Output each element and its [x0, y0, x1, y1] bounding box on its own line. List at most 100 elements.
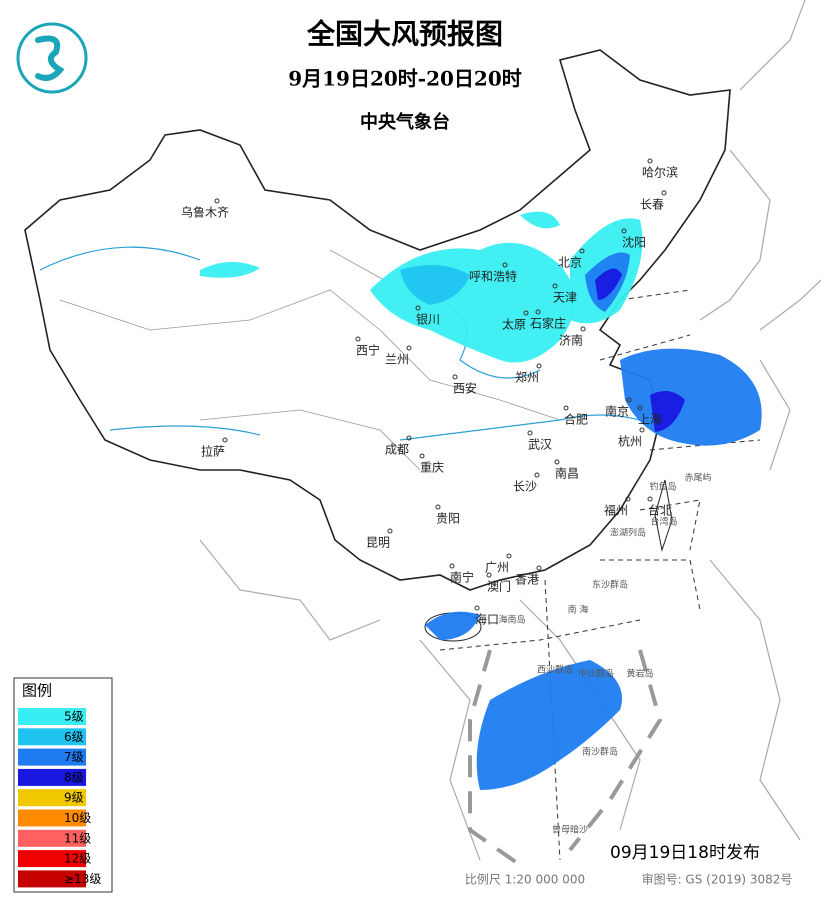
city-label: 广州 [485, 561, 509, 575]
city-dot [621, 228, 627, 234]
city-label: 澳门 [487, 579, 511, 594]
city-dot [523, 310, 529, 316]
city-dot [406, 345, 412, 351]
city-dot [419, 453, 425, 459]
issued-time: 09月19日18时发布 [610, 843, 760, 863]
city-dot [534, 472, 540, 478]
place-label: 东沙群岛 [592, 579, 628, 591]
city-label: 兰州 [385, 353, 409, 367]
title: 全国大风预报图 [306, 18, 503, 51]
legend-label: 10级 [64, 811, 91, 825]
place-label: 赤尾屿 [684, 473, 711, 484]
logo [16, 22, 88, 94]
approval-number: 审图号: GS (2019) 3082号 [642, 872, 793, 887]
city-dot [387, 528, 393, 534]
city-dot [563, 405, 569, 411]
place-label: 中沙群岛 [578, 668, 614, 680]
city-label: 郑州 [515, 370, 539, 385]
city-dot [502, 262, 508, 268]
legend-swatch [18, 809, 86, 827]
city-label: 重庆 [420, 461, 444, 475]
city-dot [214, 198, 220, 204]
legend-label: 5级 [64, 710, 84, 724]
wind-area [520, 211, 560, 229]
city-label: 长春 [640, 198, 664, 212]
city-label: 天津 [553, 291, 577, 305]
legend-swatch [18, 870, 86, 888]
city-label: 银川 [416, 313, 440, 327]
city-dot [355, 336, 361, 342]
legend-title: 图例 [22, 682, 52, 700]
city-label: 武汉 [528, 438, 552, 452]
city-label: 南昌 [555, 466, 579, 481]
city-label: 长沙 [513, 480, 537, 494]
place-label: 南沙群岛 [582, 746, 618, 758]
city-label: 哈尔滨 [642, 165, 678, 180]
wind-area [425, 611, 480, 640]
place-label: 台湾岛 [650, 516, 677, 528]
place-label: 黄岩岛 [626, 668, 653, 680]
city-label: 福州 [604, 503, 628, 518]
city-dot [486, 572, 492, 578]
period: 9月19日20时-20日20时 [288, 67, 522, 91]
legend-label: 9级 [64, 791, 84, 805]
place-label: 海南岛 [498, 614, 525, 626]
legend-swatch [18, 708, 86, 725]
city-dot [552, 283, 558, 289]
place-label: 西沙群岛 [537, 664, 573, 676]
city-dot [579, 248, 585, 254]
issuer: 中央气象台 [360, 111, 450, 133]
legend-swatch [18, 728, 86, 746]
legend-swatch [18, 829, 86, 847]
legend-swatch [18, 768, 86, 786]
taiwan-island [654, 479, 673, 552]
city-label: 合肥 [564, 412, 588, 427]
place-label: 钓鱼岛 [649, 481, 676, 493]
wind-areas [200, 211, 762, 790]
wind-area [400, 265, 470, 305]
city-label: 成都 [385, 443, 409, 457]
wind-area [476, 660, 622, 790]
city-dot [527, 430, 533, 436]
city-dot [554, 459, 560, 465]
city-label: 南宁 [450, 570, 474, 585]
legend-label: 8级 [64, 770, 84, 784]
city-label: 乌鲁木齐 [181, 205, 229, 220]
city-dot [415, 305, 421, 311]
city-label: 太原 [502, 317, 526, 332]
city-label: 北京 [558, 256, 582, 270]
city-dot [626, 397, 632, 403]
place-label: 曾母暗沙 [552, 824, 588, 836]
city-dot [474, 605, 480, 611]
legend-label: 11级 [64, 831, 91, 845]
rivers [39, 246, 641, 441]
city-dot [535, 309, 541, 315]
city-dot [647, 496, 653, 502]
city-label: 西宁 [356, 343, 380, 358]
city-dot [536, 565, 542, 571]
wind-area [650, 391, 685, 432]
city-dot [435, 504, 441, 510]
city-label: 西安 [453, 381, 477, 396]
city-dot [625, 496, 631, 502]
city-label: 呼和浩特 [469, 269, 517, 284]
city-label: 香港 [515, 573, 539, 587]
city-dot [661, 190, 667, 196]
legend-swatch [18, 850, 86, 868]
legend-label: ≥13级 [64, 872, 101, 886]
city-label: 拉萨 [201, 444, 225, 459]
city-label: 海口 [475, 612, 499, 627]
legend-label: 12级 [64, 852, 91, 866]
legend: 图例 5级 6级 7级 8级 9级 10级 11级 12级 ≥13级 [13, 677, 113, 893]
wind-area [595, 268, 622, 300]
city-label: 台北 [648, 503, 672, 518]
nine-dash-line [468, 649, 663, 867]
city-dot [637, 405, 643, 411]
city-dot [449, 563, 455, 569]
city-dot [647, 158, 653, 164]
city-dot [506, 553, 512, 559]
place-label: 澎湖列岛 [610, 527, 646, 539]
wind-area [200, 261, 260, 278]
scale: 比例尺 1:20 000 000 [465, 873, 585, 887]
